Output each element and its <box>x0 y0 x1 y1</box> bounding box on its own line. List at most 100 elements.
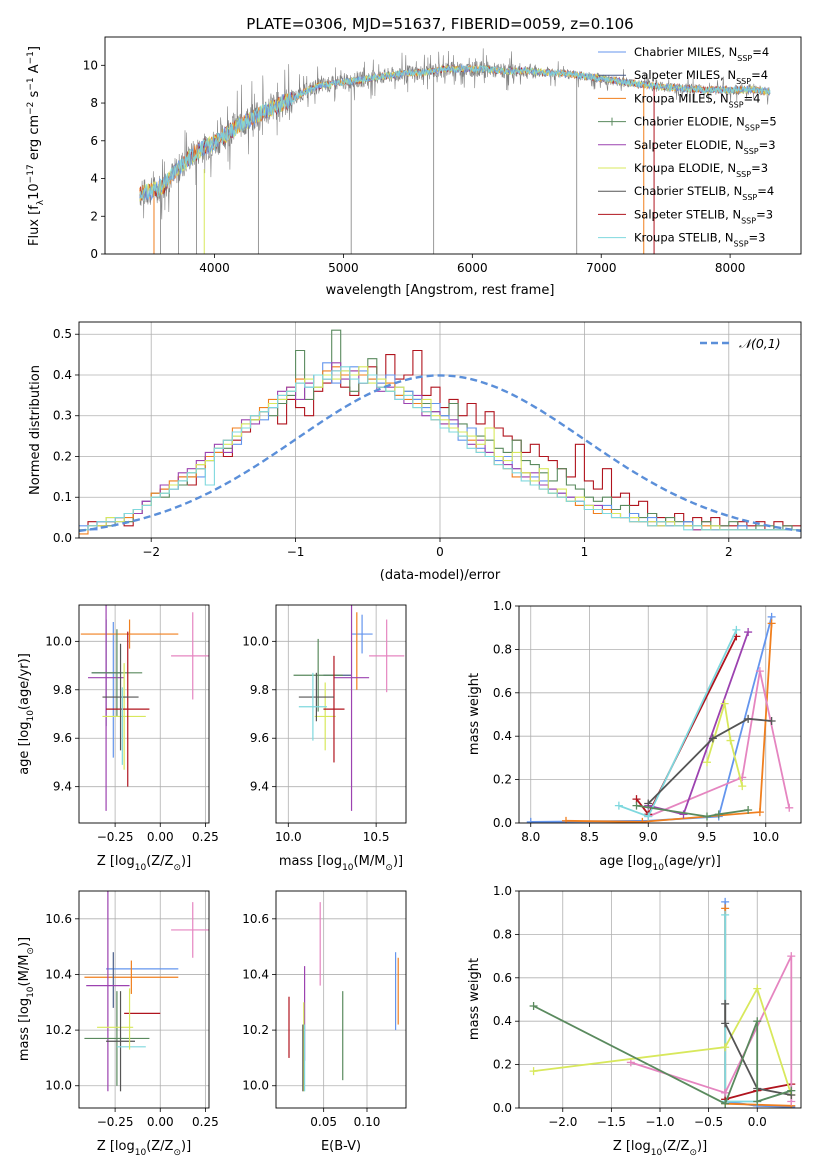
y-tick-label: 0.0 <box>53 531 72 545</box>
plot-area <box>519 606 801 823</box>
weight-point-marker <box>787 952 796 961</box>
label-part: erg cm <box>27 115 42 164</box>
grid <box>276 605 406 823</box>
x-tick-label: 0.25 <box>192 1115 219 1129</box>
x-axis-label: Z [log10(Z/Z⊙)] <box>613 1139 707 1158</box>
label-part: =5 <box>760 115 777 129</box>
weight-point-marker <box>721 1088 730 1097</box>
label-part: −1 <box>26 77 36 90</box>
weight-point-marker <box>753 1017 762 1026</box>
y-tick-label: 0.5 <box>53 327 72 341</box>
weight-point-marker <box>638 817 647 823</box>
ticks: 10.0 10.5 9.4 9.6 9.8 10.0 <box>242 634 389 844</box>
label-part: age [log <box>599 854 652 869</box>
y-tick-label: 10.2 <box>242 1023 269 1037</box>
y-axis-label: age [log10(age/yr)] <box>17 653 36 775</box>
residuals-chart: −2 −1 0 1 2 0.0 0.1 0.2 0.3 0.4 0.5 𝒩(0,1) (data-mod… <box>28 321 802 583</box>
label-part: Z [log <box>613 1139 651 1154</box>
label-part: mass [log <box>17 998 32 1061</box>
x-tick-label: −1 <box>287 545 305 559</box>
y-tick-label: 0.2 <box>493 1058 512 1072</box>
y-tick-label: 10.4 <box>45 967 72 981</box>
weight-series-line <box>724 1083 792 1101</box>
y-tick-label: 0.0 <box>493 816 512 830</box>
axes-frame <box>518 890 802 1109</box>
model-spectrum-line <box>139 64 771 202</box>
y-tick-label: 8 <box>90 96 98 110</box>
label-part: SSP <box>744 146 759 155</box>
plot-area <box>79 891 209 1108</box>
x-tick-label: 6000 <box>457 261 488 275</box>
weight-point-marker <box>744 714 753 723</box>
axes-frame <box>518 605 802 824</box>
y-tick-label: 9.6 <box>53 731 72 745</box>
x-tick-label: −0.5 <box>694 1115 723 1129</box>
grid <box>519 891 801 1108</box>
weight-series-line <box>648 631 749 816</box>
label-part: −1 <box>26 51 36 64</box>
y-tick-label: 4 <box>90 172 98 186</box>
legend-entry-label: Kroupa STELIB, NSSP=3 <box>634 231 765 249</box>
legend-entry-label: Salpeter STELIB, NSSP=3 <box>634 207 773 225</box>
y-tick-label: 10.0 <box>242 634 269 648</box>
axes-frame <box>104 36 802 255</box>
label-part: Salpeter MILES, N <box>634 68 736 82</box>
mass-vs-extinction-chart: 0.05 0.10 10.0 10.2 10.4 10.6 E(B-V) <box>242 890 407 1154</box>
weight-point-marker <box>785 803 794 812</box>
y-tick-label: 10.2 <box>45 1023 72 1037</box>
weight-series-line <box>533 986 793 1096</box>
weight-point-marker <box>703 758 711 767</box>
x-tick-label: −1.0 <box>645 1115 674 1129</box>
spectrum-legend: Chabrier MILES, N SSP =4 Salpeter MILES, N S… <box>598 45 777 248</box>
x-tick-label: −1.5 <box>597 1115 626 1129</box>
y-tick-label: 10.4 <box>242 967 269 981</box>
label-part: (Z/Z <box>662 1139 689 1154</box>
label-part: Salpeter ELODIE, N <box>634 138 744 152</box>
label-part: =4 <box>752 45 769 59</box>
label-part: A <box>27 64 42 77</box>
label-part: Chabrier MILES, N <box>634 45 737 59</box>
plot-area <box>139 48 771 254</box>
y-tick-label: 0.8 <box>493 927 512 941</box>
plot-area <box>276 605 406 823</box>
weight-point-marker <box>529 1067 538 1076</box>
y-tick-label: 10.6 <box>242 912 269 926</box>
x-axis-label: wavelength [Angstrom, rest frame] <box>326 283 555 298</box>
label-part: ⊙ <box>689 1148 697 1158</box>
y-tick-label: 10.0 <box>45 1079 72 1093</box>
weight-point-marker <box>632 801 641 810</box>
weight-point-marker <box>738 782 747 791</box>
weight-point-marker <box>720 699 729 708</box>
grid <box>79 322 801 538</box>
weight-series-line <box>706 703 744 787</box>
y-tick-label: 9.8 <box>250 683 269 697</box>
label-part: ⊙ <box>26 947 36 955</box>
weight-point-marker <box>562 816 570 823</box>
label-part: =3 <box>749 231 766 245</box>
weight-point-marker <box>755 667 764 676</box>
label-part: Kroupa ELODIE, N <box>634 161 736 175</box>
label-part: (M/M <box>17 955 32 987</box>
y-tick-label: 0.4 <box>53 368 72 382</box>
y-tick-label: 2 <box>90 209 98 223</box>
label-part: 10 <box>26 986 36 998</box>
weight-series-line <box>724 1003 792 1096</box>
label-part: =3 <box>759 138 776 152</box>
axes-frame <box>275 604 407 824</box>
grid <box>519 606 801 823</box>
weight-series-line <box>636 804 749 818</box>
weight-series-line <box>647 670 791 818</box>
label-part: mass [log <box>279 854 342 869</box>
y-tick-label: 0.4 <box>493 729 512 743</box>
ticks: 4000 5000 6000 7000 8000 0 2 4 6 8 10 <box>83 58 746 275</box>
y-tick-label: 0.2 <box>53 449 72 463</box>
x-tick-label: −0.25 <box>97 830 134 844</box>
x-tick-label: 0.0 <box>748 1115 767 1129</box>
age-vs-mass-chart: 10.0 10.5 9.4 9.6 9.8 10.0 mass [log10(M/M⊙)] <box>242 604 407 873</box>
y-tick-label: 9.4 <box>53 780 72 794</box>
x-axis-label: Z [log10(Z/Z⊙)] <box>97 854 191 873</box>
weight-point-marker <box>721 999 730 1008</box>
y-tick-label: 0.0 <box>493 1101 512 1115</box>
weight-vs-metallicity-chart: −2.0 −1.5 −1.0 −0.5 0.0 0.0 0.2 0.4 0.6 0.8 1.0 Z [… <box>467 884 802 1158</box>
label-part: Kroupa STELIB, N <box>634 231 734 245</box>
